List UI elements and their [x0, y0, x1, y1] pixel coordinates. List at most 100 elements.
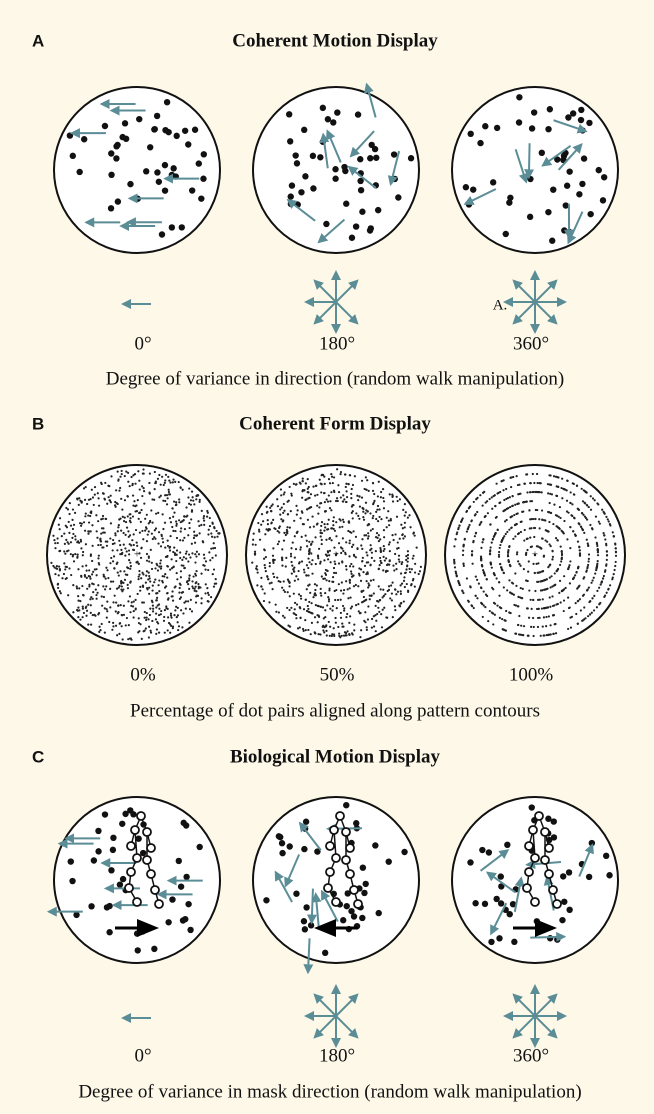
dot: [194, 572, 197, 575]
dot: [481, 541, 484, 544]
dot: [522, 568, 525, 571]
dot: [179, 556, 182, 560]
dot: [387, 519, 390, 522]
dot: [301, 496, 304, 499]
dot: [538, 491, 541, 494]
dot: [276, 529, 279, 533]
dot: [378, 564, 381, 567]
dot: [134, 505, 137, 508]
dot: [264, 555, 267, 559]
dot: [499, 543, 502, 547]
dot: [482, 569, 485, 572]
dot: [569, 526, 572, 529]
dot: [178, 597, 181, 600]
dot: [308, 583, 311, 586]
dot: [138, 552, 141, 555]
dot: [485, 578, 488, 581]
dot: [300, 535, 303, 538]
direction-arrow: [313, 1015, 337, 1039]
dot: [490, 586, 494, 589]
dot: [330, 634, 334, 637]
dot: [601, 577, 605, 580]
dot: [138, 511, 142, 514]
dot: [110, 834, 117, 842]
dot: [605, 563, 608, 566]
condition-label: 360°: [513, 1045, 549, 1066]
dot: [282, 511, 285, 514]
dot: [105, 616, 108, 619]
dot: [290, 572, 293, 575]
dot: [493, 602, 497, 605]
dot: [582, 577, 585, 580]
dot: [286, 843, 293, 850]
dot: [121, 590, 124, 593]
dot: [116, 561, 119, 564]
dot: [454, 570, 457, 573]
dot: [564, 586, 567, 590]
dot: [168, 546, 171, 549]
dot: [578, 584, 581, 587]
dot: [134, 947, 141, 954]
dot: [607, 588, 610, 591]
dot: [407, 589, 410, 592]
arrow: [325, 129, 342, 163]
dot: [102, 531, 105, 534]
dot: [361, 538, 364, 541]
dot: [381, 596, 384, 599]
dot: [175, 559, 178, 563]
dot: [124, 533, 127, 536]
dot: [91, 597, 94, 600]
dot: [98, 625, 101, 628]
dot: [474, 594, 477, 598]
dot: [332, 566, 336, 570]
dot: [332, 633, 336, 636]
dot: [327, 620, 330, 624]
dot: [282, 580, 285, 583]
dot: [72, 584, 75, 587]
dot: [608, 523, 611, 526]
dot: [537, 562, 540, 565]
dot: [499, 490, 502, 494]
dot: [362, 595, 366, 599]
dot: [93, 493, 96, 496]
dot: [398, 498, 401, 501]
dot: [147, 522, 150, 525]
dot: [382, 588, 385, 591]
dot: [602, 574, 605, 578]
dot: [371, 516, 374, 520]
dot: [190, 542, 193, 545]
dot: [514, 535, 517, 538]
dot: [306, 477, 309, 481]
dot: [565, 114, 572, 121]
dot: [336, 499, 339, 503]
dot: [281, 548, 284, 551]
dot: [602, 510, 605, 513]
dot: [415, 546, 418, 549]
dot: [208, 516, 211, 520]
dot: [328, 589, 331, 592]
dot: [158, 579, 161, 582]
dot: [191, 580, 194, 583]
heading-arrow-head: [314, 919, 336, 937]
dot: [405, 582, 408, 586]
dot: [213, 527, 216, 530]
dot: [586, 588, 589, 591]
dot: [350, 605, 354, 608]
dot: [288, 595, 291, 598]
dot: [173, 500, 176, 503]
dot: [84, 543, 88, 546]
dot: [587, 586, 591, 589]
dot: [382, 507, 386, 510]
dot: [556, 602, 559, 606]
dot: [319, 560, 322, 563]
dot: [253, 553, 257, 556]
dot: [82, 521, 86, 524]
dot: [102, 492, 105, 495]
dot: [481, 615, 484, 619]
dot: [154, 169, 161, 176]
dot: [204, 568, 207, 571]
dot: [593, 594, 596, 597]
dot: [342, 592, 345, 595]
dot: [367, 532, 370, 535]
dot: [293, 890, 300, 897]
